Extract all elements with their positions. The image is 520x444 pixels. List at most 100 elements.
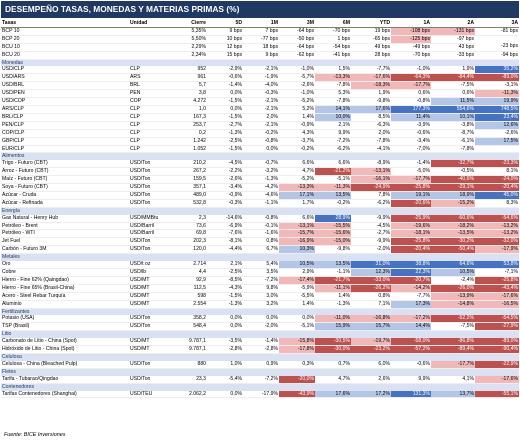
value-cell: 2,29%: [177, 43, 207, 52]
value-cell: -4,5%: [351, 222, 391, 231]
value-cell: 2,1%: [207, 261, 243, 270]
row-label: USD/PEN: [1, 89, 129, 99]
value-cell: [175, 27, 177, 36]
row-label: Azúcar - Cruda: [1, 191, 129, 200]
table-row: Carbón - Futuro 3M USD/Ton 120,0 -4,4% 6,7% 1…: [1, 245, 519, 255]
value-cell: -2,7%: [207, 121, 243, 130]
value-cell: -0,3%: [243, 89, 279, 99]
value-cell: -20,0%: [279, 375, 315, 384]
value-cell: -25,9%: [391, 214, 431, 223]
row-label: Petróleo - WTI: [1, 229, 129, 239]
unit-cell: USD/Ton: [129, 183, 175, 192]
value-cell: 9,9%: [391, 375, 431, 384]
unit-cell: COP: [129, 97, 175, 106]
row-label: Maíz - Futuro (CBT): [1, 175, 129, 185]
value-cell: 35,2%: [475, 66, 519, 75]
value-cell: -24,9%: [351, 183, 391, 192]
value-cell: -64,3%: [391, 73, 431, 83]
value-cell: -2,1%: [243, 105, 279, 114]
row-label: USD/COP: [1, 97, 129, 106]
value-cell: 12,6%: [475, 121, 519, 130]
table-row: Cobre USD/lb 4,4 -2,5% 3,5% 2,9% -1,1% 12,3% 22,…: [1, 268, 519, 277]
value-cell: -11,1%: [315, 284, 351, 293]
value-cell: -16,8%: [351, 315, 391, 324]
value-cell: -4,0%: [243, 81, 279, 91]
value-cell: [175, 97, 177, 106]
value-cell: -1,4%: [207, 81, 243, 91]
value-cell: -2,0%: [351, 245, 391, 255]
column-header: 5D: [207, 20, 243, 28]
value-cell: 120,0: [177, 245, 207, 255]
unit-cell: CLP: [129, 66, 175, 75]
value-cell: 15,7%: [351, 322, 391, 332]
value-cell: 12,3%: [351, 268, 391, 277]
value-cell: -89,0%: [475, 338, 519, 347]
value-cell: 598: [177, 292, 207, 301]
unit-cell: PEN: [129, 89, 175, 99]
value-cell: -27,9%: [475, 322, 519, 332]
value-cell: -13,9%: [431, 292, 475, 301]
value-cell: -13,2%: [475, 222, 519, 231]
value-cell: 4,3%: [279, 129, 315, 138]
value-cell: -2,9%: [207, 66, 243, 75]
value-cell: -19,7%: [351, 338, 391, 347]
row-label: BCP 20: [1, 35, 129, 44]
value-cell: -7,5%: [431, 322, 475, 332]
value-cell: 131,3%: [391, 390, 431, 399]
row-label: Trigo - Futuro (CBT): [1, 160, 129, 169]
value-cell: -89,4%: [431, 345, 475, 354]
value-cell: 10,1%: [431, 113, 475, 122]
value-cell: 3,0%: [243, 292, 279, 301]
value-cell: -5,1%: [315, 175, 351, 185]
value-cell: -15,6%: [315, 229, 351, 239]
unit-cell: CLP: [129, 129, 175, 138]
value-cell: -6,1%: [431, 137, 475, 146]
value-cell: -2,8%: [207, 345, 243, 354]
section-label: Metales: [1, 253, 519, 262]
value-cell: -94 bps: [475, 51, 519, 60]
value-cell: -13,1%: [351, 167, 391, 177]
value-cell: -19,6%: [391, 222, 431, 231]
value-cell: 1,4%: [315, 292, 351, 301]
value-cell: -65 bps: [351, 35, 391, 44]
unit-cell: USD/Ton: [129, 245, 175, 255]
value-cell: -4,5%: [207, 160, 243, 169]
value-cell: -60,6%: [431, 214, 475, 223]
value-cell: 73,6: [177, 222, 207, 231]
value-cell: 0,7%: [315, 360, 351, 369]
value-cell: [175, 167, 177, 177]
value-cell: -1,3%: [207, 300, 243, 309]
value-cell: -3,4%: [207, 183, 243, 192]
value-cell: -7,7%: [391, 292, 431, 301]
value-cell: -0,2%: [279, 145, 315, 154]
value-cell: 9.787,1: [177, 338, 207, 347]
value-cell: [175, 113, 177, 122]
row-label: USD/BRL: [1, 81, 129, 91]
value-cell: -1,3%: [207, 129, 243, 138]
table-row: USD/COP COP 4.272 -1,5% -2,1% -5,2% -7,8% -9,8%…: [1, 97, 519, 106]
value-cell: 18,9%: [431, 191, 475, 200]
value-cell: -14,2%: [391, 284, 431, 293]
value-cell: -7,7%: [351, 66, 391, 75]
value-cell: 6,0%: [351, 360, 391, 369]
value-cell: [175, 375, 177, 384]
value-cell: 880: [177, 360, 207, 369]
value-cell: 9.787,1: [177, 345, 207, 354]
value-cell: -17,7%: [391, 81, 431, 91]
value-cell: 0,8%: [243, 237, 279, 247]
value-cell: -15,2%: [431, 199, 475, 208]
value-cell: 19,9%: [475, 97, 519, 106]
row-label: Hierro - Fine 65% (Brasil-China): [1, 284, 129, 293]
value-cell: 4,7%: [279, 167, 315, 177]
value-cell: [175, 81, 177, 91]
value-cell: -5,7%: [279, 73, 315, 83]
value-cell: -33,0%: [351, 276, 391, 285]
value-cell: -3,5%: [207, 338, 243, 347]
value-cell: -13,2%: [475, 229, 519, 239]
value-cell: -11,3%: [475, 89, 519, 99]
value-cell: 2,0%: [243, 113, 279, 122]
value-cell: 31,0%: [351, 261, 391, 270]
value-cell: 0,0%: [207, 105, 243, 114]
table-row: Acero - Steel Rebar Turquía USD/MT 598 -1,5…: [1, 292, 519, 301]
table-row: Petróleo - Brent USD/Barril 73,6 -6,9% -0,1%…: [1, 222, 519, 231]
